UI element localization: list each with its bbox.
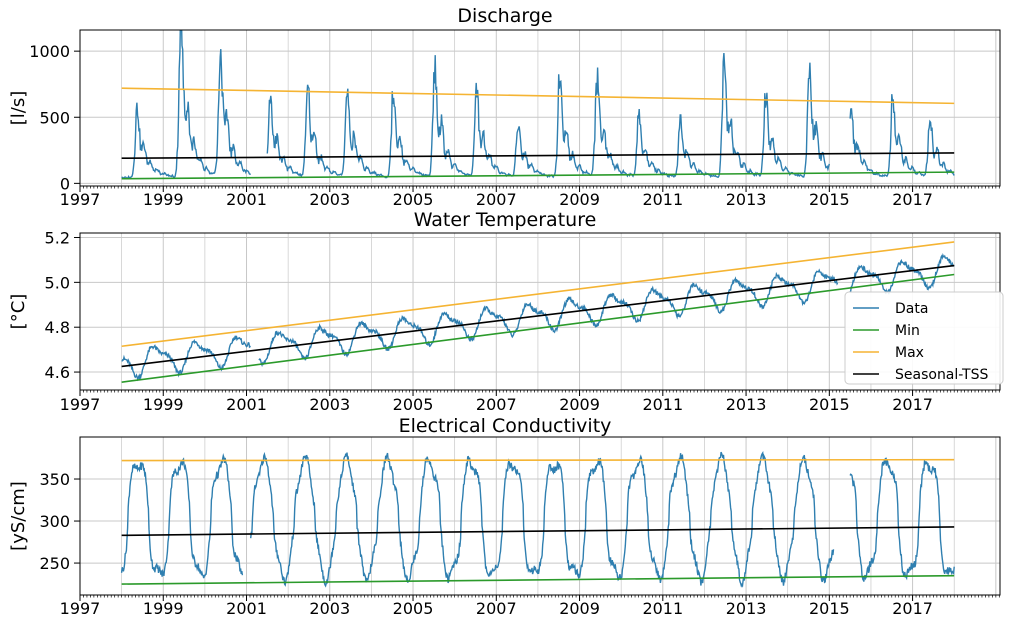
y-tick-label: 0 — [60, 174, 70, 193]
x-tick-label: 1999 — [143, 190, 184, 209]
y-tick-label: 500 — [39, 108, 70, 127]
x-tick-label: 2001 — [226, 599, 267, 618]
series-min-line — [121, 574, 955, 585]
legend-entry: Max — [895, 345, 924, 361]
x-tick-label: 2015 — [809, 395, 850, 414]
x-tick-label: 2003 — [309, 395, 350, 414]
x-tick-label: 2009 — [559, 395, 600, 414]
x-tick-label: 2007 — [476, 599, 517, 618]
y-tick-label: 5.2 — [45, 228, 70, 247]
y-axis-label: [°C] — [8, 294, 29, 330]
chart-panel-1: 1997 1999 2001 2003 2005 2007 2009 2011 2013 2015… — [8, 5, 1001, 209]
x-tick-label: 2005 — [393, 190, 434, 209]
series-max-line — [121, 87, 955, 105]
x-tick-label: 2017 — [892, 190, 933, 209]
x-tick-label: 2015 — [809, 190, 850, 209]
x-tick-label: 2007 — [476, 190, 517, 209]
y-axis-label: [yS/cm] — [8, 481, 29, 551]
chart-panel-2: 1997 1999 2001 2003 2005 2007 2009 2011 2013 2015… — [8, 209, 1004, 414]
x-tick-label: 2013 — [726, 395, 767, 414]
chart-title: Water Temperature — [414, 209, 597, 231]
y-tick-label: 300 — [39, 512, 70, 531]
legend-entry: Seasonal-TSS — [895, 367, 988, 383]
x-tick-label: 2003 — [309, 190, 350, 209]
series-seasonal-tss-line — [121, 264, 955, 368]
series-seasonal-tss-line — [121, 526, 955, 537]
y-tick-label: 4.8 — [45, 318, 70, 337]
chart-title: Electrical Conductivity — [399, 415, 612, 437]
x-tick-label: 2011 — [642, 599, 683, 618]
x-tick-label: 2005 — [393, 599, 434, 618]
series-data-line — [120, 450, 955, 588]
x-tick-label: 2001 — [226, 190, 267, 209]
series-max-line — [121, 241, 955, 348]
x-tick-label: 1997 — [60, 190, 101, 209]
x-tick-label: 2015 — [809, 599, 850, 618]
plot-frame — [79, 29, 1001, 187]
legend: Data Min Max Seasonal-TSS — [844, 291, 1004, 385]
x-tick-label: 2013 — [726, 599, 767, 618]
x-tick-label: 2001 — [226, 395, 267, 414]
x-tick-label: 2003 — [309, 599, 350, 618]
y-tick-label: 250 — [39, 554, 70, 573]
x-tick-label: 2005 — [393, 395, 434, 414]
plot-frame — [79, 436, 1001, 596]
legend-box — [844, 291, 1004, 385]
series-min-line — [121, 171, 955, 180]
x-tick-label: 2017 — [892, 395, 933, 414]
y-tick-label: 350 — [39, 470, 70, 489]
chart-panel-3: 1997 1999 2001 2003 2005 2007 2009 2011 2013 2015… — [8, 415, 1001, 618]
x-tick-label: 2007 — [476, 395, 517, 414]
y-tick-label: 1000 — [29, 42, 70, 61]
x-tick-label: 1999 — [143, 599, 184, 618]
series-min-line — [121, 273, 955, 383]
x-tick-label: 2017 — [892, 599, 933, 618]
x-tick-label: 2009 — [559, 190, 600, 209]
y-axis-label: [l/s] — [8, 91, 29, 126]
y-tick-label: 5.0 — [45, 273, 70, 292]
legend-entry: Min — [895, 323, 920, 339]
x-tick-label: 2011 — [642, 190, 683, 209]
x-tick-label: 1999 — [143, 395, 184, 414]
x-tick-label: 2009 — [559, 599, 600, 618]
y-tick-label: 4.6 — [45, 363, 70, 382]
x-tick-label: 1997 — [60, 599, 101, 618]
series-max-line — [121, 458, 955, 462]
x-tick-label: 2011 — [642, 395, 683, 414]
series-seasonal-tss-line — [121, 152, 955, 160]
x-tick-label: 1997 — [60, 395, 101, 414]
legend-entry: Data — [895, 301, 928, 317]
x-tick-label: 2013 — [726, 190, 767, 209]
chart-title: Discharge — [457, 5, 552, 27]
